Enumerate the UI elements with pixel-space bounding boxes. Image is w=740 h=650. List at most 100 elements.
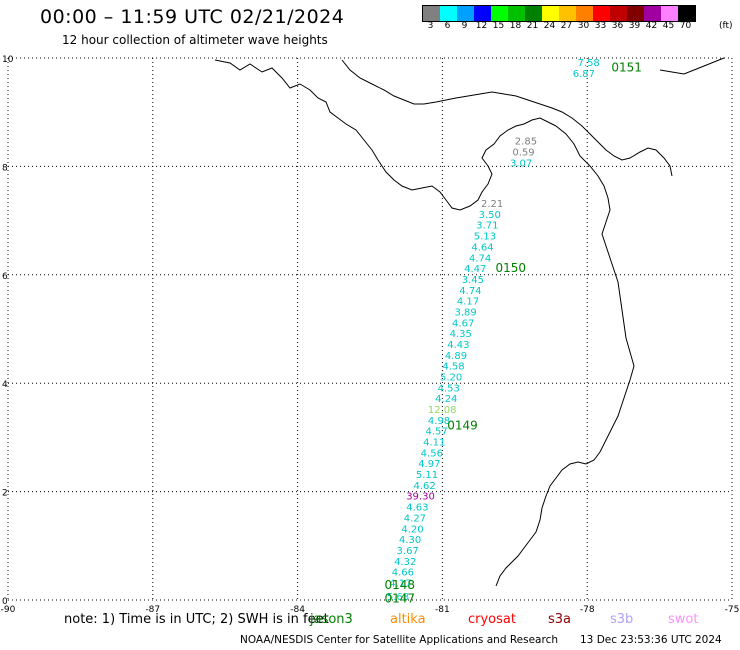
page-title: 00:00 – 11:59 UTC 02/21/2024 xyxy=(40,6,345,28)
wave-height-label: 4.56 xyxy=(421,448,443,459)
pass-label: 0147 xyxy=(384,592,415,606)
wave-height-label: 4.57 xyxy=(426,427,448,438)
legend-label: 6 xyxy=(444,21,451,31)
satellite-s3a: s3a xyxy=(548,612,572,627)
legend-label: 27 xyxy=(560,21,573,31)
wave-height-values: 7.586.87 2.850.593.07 2.213.503.715.134.64… xyxy=(387,58,600,603)
legend-label: 21 xyxy=(526,21,539,31)
wave-height-label: 4.67 xyxy=(452,318,474,329)
pass-label: 0150 xyxy=(495,261,526,275)
coastline-caribbean-panama xyxy=(341,59,673,177)
footer-credit: NOAA/NESDIS Center for Satellite Applica… xyxy=(240,634,558,646)
wave-height-label: 5.20 xyxy=(440,372,462,383)
coastline-central-america xyxy=(214,59,557,211)
wave-height-label: 4.43 xyxy=(447,340,469,351)
wave-height-label: 4.58 xyxy=(442,362,464,373)
coastline-colombia-pacific xyxy=(495,125,635,587)
wave-height-label: 4.17 xyxy=(457,297,479,308)
wave-height-label: 3.71 xyxy=(476,221,498,232)
legend-label: 33 xyxy=(594,21,607,31)
legend-swatch xyxy=(559,6,576,21)
wave-height-label: 7.58 xyxy=(578,58,600,69)
lon-tick-label: -84 xyxy=(290,605,305,615)
pass-label: 0151 xyxy=(611,61,642,75)
wave-height-label: 4.98 xyxy=(428,416,450,427)
wave-height-label: 2.21 xyxy=(481,199,503,210)
wave-height-label: 4.35 xyxy=(450,329,472,340)
wave-height-label: 4.62 xyxy=(413,481,435,492)
wave-height-label: 5.11 xyxy=(416,470,438,481)
legend-label: 9 xyxy=(461,21,468,31)
wave-height-label: 39.30 xyxy=(406,492,435,503)
wave-height-label: 12.08 xyxy=(428,405,457,416)
lat-tick-label: 4 xyxy=(2,380,8,390)
legend-swatch xyxy=(576,6,593,21)
wave-height-label: 4.24 xyxy=(435,394,457,405)
wave-height-label: 4.74 xyxy=(469,253,491,264)
wave-height-label: 6.87 xyxy=(573,69,595,80)
coastline xyxy=(214,57,725,587)
wave-height-label: 0.59 xyxy=(512,148,534,159)
lon-tick-label: -81 xyxy=(435,605,450,615)
legend-label: 45 xyxy=(662,21,675,31)
lon-tick-label: -90 xyxy=(1,605,16,615)
lon-tick-label: -75 xyxy=(725,605,740,615)
wave-height-label: 4.74 xyxy=(459,286,481,297)
legend-swatch xyxy=(457,6,474,21)
pass-label: 0148 xyxy=(384,578,415,592)
satellite-swot: swot xyxy=(668,612,699,627)
legend-swatch xyxy=(525,6,542,21)
wave-height-label: 4.32 xyxy=(394,557,416,568)
satellite-cryosat: cryosat xyxy=(468,612,516,627)
satellite-altika: altika xyxy=(390,612,426,627)
wave-height-label: 5.13 xyxy=(474,232,496,243)
wave-height-label: 4.63 xyxy=(406,503,428,514)
satellite-jason3: jason3 xyxy=(310,612,353,627)
legend-swatch xyxy=(661,6,678,21)
legend-unit: (ft) xyxy=(719,21,733,31)
wave-height-label: 4.17 xyxy=(389,578,411,589)
lat-tick-label: 6 xyxy=(2,272,8,282)
legend-label: 15 xyxy=(492,21,505,31)
legend-swatch xyxy=(610,6,627,21)
legend-label: 24 xyxy=(543,21,556,31)
wave-height-label: 3.50 xyxy=(479,210,501,221)
wave-height-label: 4.20 xyxy=(401,524,423,535)
wave-height-label: 4.64 xyxy=(471,242,493,253)
page-subtitle: 12 hour collection of altimeter wave hei… xyxy=(62,33,328,47)
wave-height-label: 4.53 xyxy=(438,383,460,394)
wave-height-label: 5.68 xyxy=(387,592,409,603)
lon-tick-label: -78 xyxy=(580,605,595,615)
legend-label: 3 xyxy=(427,21,434,31)
legend-swatch xyxy=(593,6,610,21)
lat-tick-label: 10 xyxy=(2,55,14,65)
legend-label: 42 xyxy=(645,21,658,31)
wave-height-label: 3.45 xyxy=(462,275,484,286)
legend-label: 18 xyxy=(509,21,522,31)
wave-height-label: 3.67 xyxy=(397,546,419,557)
legend-swatch xyxy=(423,6,440,21)
pass-label: 0149 xyxy=(447,418,478,432)
wave-height-label: 4.30 xyxy=(399,535,421,546)
wave-height-label: 4.11 xyxy=(423,438,445,449)
legend-swatch xyxy=(627,6,644,21)
satellite-s3b: s3b xyxy=(610,612,634,627)
color-legend xyxy=(422,5,696,22)
legend-swatch xyxy=(678,6,695,21)
footer-timestamp: 13 Dec 23:53:36 UTC 2024 xyxy=(580,634,722,646)
footer-note: note: 1) Time is in UTC; 2) SWH is in fe… xyxy=(64,612,329,627)
legend-swatch xyxy=(474,6,491,21)
coastline-colombia-north xyxy=(659,57,725,75)
wave-height-label: 4.66 xyxy=(392,568,414,579)
lat-tick-label: 2 xyxy=(2,489,8,499)
legend-swatch xyxy=(644,6,661,21)
color-legend-labels: 3 6 9 12 15 18 21 24 27 30 33 36 39 42 45 70 xyxy=(422,21,694,33)
lat-tick-label: 0 xyxy=(2,597,8,607)
lat-tick-label: 8 xyxy=(2,163,8,173)
grid-lines xyxy=(7,57,733,601)
wave-height-label: 2.85 xyxy=(515,137,537,148)
wave-height-label: 4.27 xyxy=(404,513,426,524)
legend-swatch xyxy=(542,6,559,21)
